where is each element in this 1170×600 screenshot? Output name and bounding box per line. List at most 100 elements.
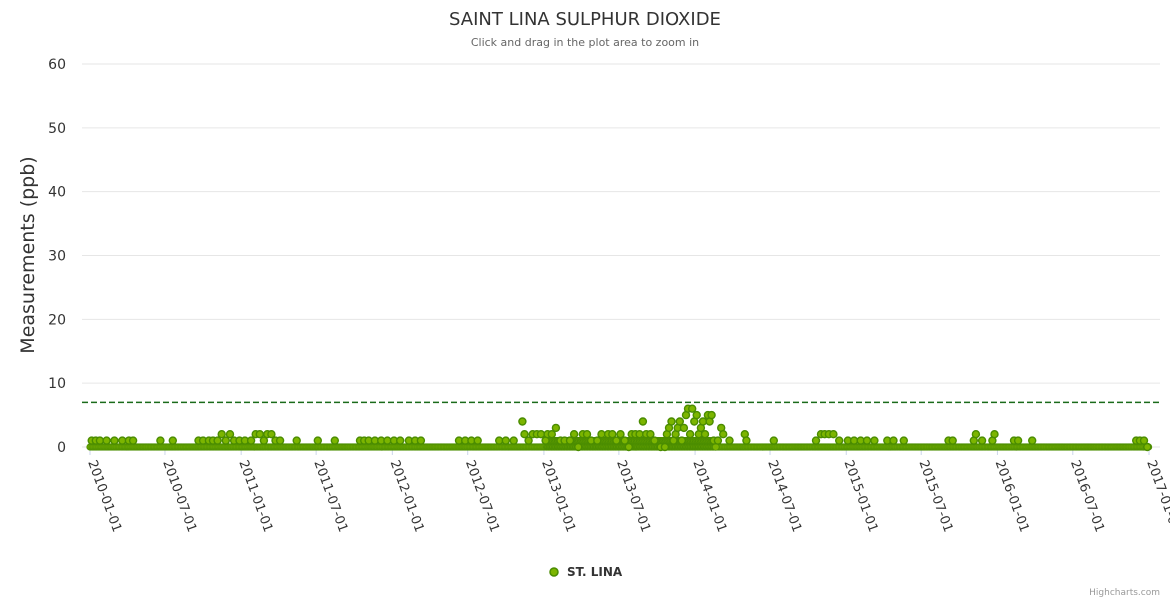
data-point bbox=[677, 436, 686, 445]
data-point bbox=[221, 436, 231, 445]
grid-lines bbox=[82, 63, 1160, 448]
legend-item-st-lina[interactable]: ST. LINA bbox=[567, 565, 623, 579]
data-point bbox=[769, 436, 778, 445]
y-tick-label: 20 bbox=[48, 312, 66, 328]
data-point bbox=[565, 436, 575, 445]
x-axis: 2010-01-01 2010-07-01 2011-01-01 2011-07-01… bbox=[84, 447, 1170, 534]
data-point bbox=[725, 436, 734, 445]
data-point bbox=[569, 430, 579, 439]
x-tick-label: 2013-07-01 bbox=[613, 458, 653, 534]
y-tick-label: 30 bbox=[48, 249, 66, 265]
x-tick-label: 2012-07-01 bbox=[462, 458, 502, 534]
data-point bbox=[700, 430, 710, 439]
data-point bbox=[518, 417, 527, 426]
data-point bbox=[416, 436, 426, 445]
x-tick-label: 2017-01-01 bbox=[1143, 458, 1170, 534]
x-tick-label: 2013-01-01 bbox=[538, 458, 578, 534]
data-point bbox=[246, 436, 256, 445]
data-point bbox=[213, 436, 222, 445]
x-tick-label: 2012-01-01 bbox=[387, 458, 427, 534]
data-point bbox=[620, 436, 629, 445]
data-point bbox=[267, 430, 276, 439]
data-point bbox=[255, 430, 264, 439]
data-point bbox=[638, 417, 648, 426]
data-point bbox=[95, 436, 105, 445]
data-point bbox=[168, 436, 178, 445]
x-tick-label: 2016-01-01 bbox=[992, 458, 1032, 534]
data-point bbox=[612, 436, 621, 445]
data-point bbox=[829, 430, 838, 439]
data-point bbox=[582, 430, 592, 439]
chart-subtitle: Click and drag in the plot area to zoom … bbox=[471, 36, 699, 49]
credits-link[interactable]: Highcharts.com bbox=[1089, 588, 1160, 598]
y-tick-label: 10 bbox=[48, 376, 66, 392]
data-point bbox=[520, 430, 529, 439]
chart-title: SAINT LINA SULPHUR DIOXIDE bbox=[449, 9, 721, 30]
data-point bbox=[1143, 442, 1152, 452]
data-point bbox=[616, 430, 625, 439]
data-point bbox=[675, 417, 684, 426]
data-point bbox=[660, 442, 670, 452]
data-point bbox=[742, 436, 751, 445]
y-axis-label: Measurements (ppb) bbox=[17, 156, 39, 353]
data-point bbox=[688, 404, 697, 413]
data-point bbox=[225, 430, 235, 439]
data-point bbox=[1013, 436, 1023, 445]
data-point bbox=[971, 430, 981, 439]
data-point bbox=[128, 436, 138, 445]
data-point bbox=[1027, 436, 1037, 445]
data-point bbox=[593, 436, 602, 445]
x-tick-label: 2015-01-01 bbox=[840, 458, 880, 534]
data-point bbox=[719, 430, 728, 439]
x-tick-label: 2011-01-01 bbox=[235, 458, 275, 534]
data-point bbox=[102, 436, 111, 445]
data-point bbox=[509, 436, 518, 445]
data-point bbox=[1139, 436, 1149, 445]
data-point bbox=[217, 430, 226, 439]
data-point bbox=[870, 436, 879, 445]
plot-area[interactable] bbox=[86, 404, 1153, 452]
data-point bbox=[574, 442, 583, 452]
data-point bbox=[889, 436, 898, 445]
data-point bbox=[707, 410, 716, 420]
data-points bbox=[87, 404, 1152, 452]
data-point bbox=[899, 436, 908, 445]
data-point bbox=[624, 442, 633, 452]
data-point bbox=[396, 436, 405, 445]
data-point bbox=[692, 410, 701, 420]
data-point bbox=[547, 430, 556, 439]
y-tick-label: 50 bbox=[48, 121, 66, 137]
data-point bbox=[862, 436, 872, 445]
data-point bbox=[524, 436, 533, 445]
data-point bbox=[685, 430, 695, 439]
legend[interactable]: ST. LINA bbox=[549, 565, 623, 579]
data-point bbox=[501, 436, 510, 445]
data-point bbox=[110, 436, 119, 445]
legend-marker bbox=[549, 567, 559, 577]
data-point bbox=[156, 436, 165, 445]
data-point bbox=[977, 436, 987, 445]
data-point bbox=[608, 430, 617, 439]
data-point bbox=[551, 423, 561, 433]
data-point bbox=[679, 423, 689, 433]
x-tick-label: 2015-07-01 bbox=[915, 458, 955, 534]
data-point bbox=[713, 436, 723, 445]
x-tick-label: 2010-07-01 bbox=[159, 458, 199, 534]
data-point bbox=[948, 436, 957, 445]
x-tick-label: 2014-07-01 bbox=[764, 458, 804, 534]
data-point bbox=[667, 417, 676, 426]
y-tick-label: 40 bbox=[48, 185, 66, 201]
y-tick-label: 0 bbox=[57, 440, 66, 456]
data-point bbox=[313, 436, 322, 445]
x-tick-label: 2016-07-01 bbox=[1067, 458, 1107, 534]
data-point bbox=[259, 436, 269, 445]
data-point bbox=[990, 430, 999, 439]
data-point bbox=[473, 436, 482, 445]
y-tick-label: 60 bbox=[48, 57, 66, 73]
y-axis-ticks: 0 10 20 30 40 50 60 bbox=[48, 57, 66, 456]
data-point bbox=[811, 436, 821, 445]
data-point bbox=[275, 436, 285, 445]
data-point bbox=[646, 430, 655, 439]
data-point bbox=[330, 436, 339, 445]
